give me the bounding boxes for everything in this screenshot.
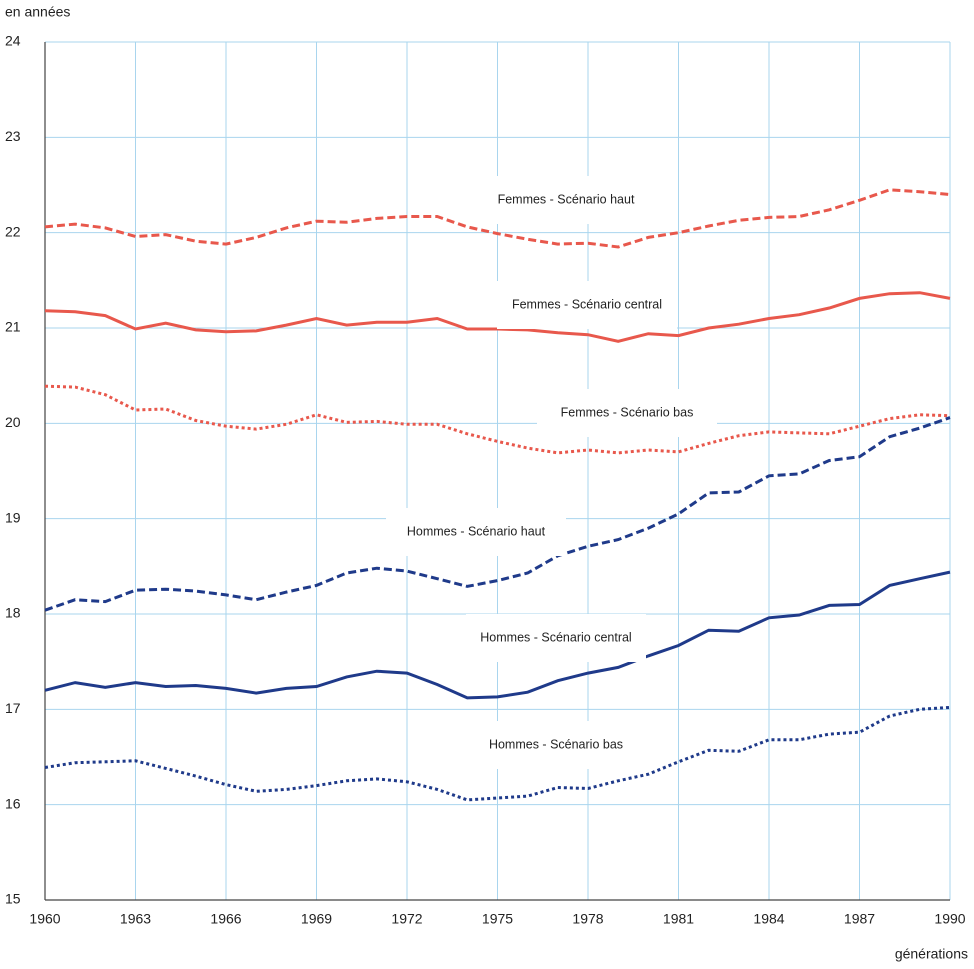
x-tick-label: 1966 [210, 911, 241, 927]
label-background [466, 614, 646, 662]
y-tick-label: 16 [5, 795, 21, 811]
series-line [44, 188, 951, 249]
y-tick-label: 23 [5, 128, 21, 144]
series-label: Hommes - Scénario bas [489, 737, 623, 751]
x-tick-label: 1987 [844, 911, 875, 927]
x-axis-label: générations [895, 946, 968, 962]
series-label: Femmes - Scénario bas [561, 405, 694, 419]
series-label: Femmes - Scénario haut [498, 192, 635, 206]
x-tick-label: 1963 [120, 911, 151, 927]
label-background [537, 389, 717, 437]
x-tick-label: 1972 [391, 911, 422, 927]
label-background [386, 508, 566, 556]
series-line [44, 570, 951, 700]
series-label: Hommes - Scénario central [480, 630, 631, 644]
y-tick-label: 21 [5, 319, 21, 335]
y-tick-label: 18 [5, 605, 21, 621]
x-tick-label: 1981 [663, 911, 694, 927]
y-tick-label: 24 [5, 33, 21, 49]
series-line [44, 384, 951, 455]
y-tick-label: 19 [5, 509, 21, 525]
x-tick-label: 1990 [934, 911, 965, 927]
label-background [466, 721, 646, 769]
x-tick-label: 1978 [572, 911, 603, 927]
y-tick-label: 22 [5, 223, 21, 239]
label-background [476, 176, 656, 224]
series-label: Hommes - Scénario haut [407, 524, 546, 538]
series-label: Femmes - Scénario central [512, 297, 662, 311]
x-tick-label: 1984 [753, 911, 784, 927]
x-tick-label: 1960 [29, 911, 60, 927]
y-axis-label: en années [5, 4, 70, 20]
label-background [497, 281, 677, 329]
x-tick-label: 1969 [301, 911, 332, 927]
y-tick-label: 17 [5, 700, 21, 716]
x-tick-label: 1975 [482, 911, 513, 927]
y-tick-label: 15 [5, 891, 21, 907]
y-tick-label: 20 [5, 414, 21, 430]
